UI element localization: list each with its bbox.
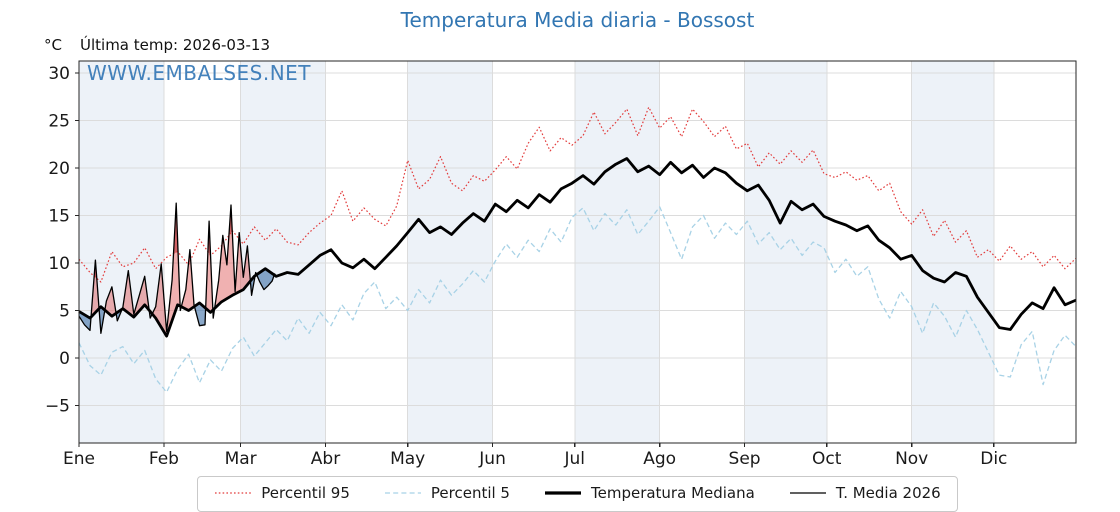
month-band	[744, 61, 827, 443]
y-tick-label: 25	[48, 112, 70, 132]
legend-label: T. Media 2026	[835, 484, 941, 502]
x-tick-label: Mar	[225, 449, 257, 469]
x-tick-label: Abr	[311, 449, 340, 469]
chart-title: Temperatura Media diaria - Bossost	[400, 8, 755, 32]
x-tick-label: Ene	[63, 449, 95, 469]
plot-border	[78, 60, 1077, 444]
legend-label: Temperatura Mediana	[590, 484, 755, 502]
x-tick-label: Jul	[564, 449, 586, 469]
month-band	[407, 61, 493, 443]
chart-figure: 30 25 20 15 10 5 0 −5 Ene Feb Mar Abr May Jun Jul Ago Se…	[44, 8, 1077, 512]
x-tick-label: Dic	[980, 449, 1007, 469]
series-line-t2026	[78, 202, 276, 334]
y-axis-unit-label: °C	[44, 36, 62, 54]
y-tick-label: 5	[59, 302, 70, 322]
fill-2026-above-median	[79, 203, 275, 337]
watermark-text: WWW.EMBALSES.NET	[87, 61, 312, 85]
legend-label: Percentil 5	[430, 484, 510, 502]
y-tick-label: −5	[45, 397, 70, 417]
legend-box: Percentil 95 Percentil 5 Temperatura Med…	[197, 476, 958, 512]
legend-item-t-media-2026: T. Media 2026	[789, 484, 941, 502]
y-tick-label: 30	[48, 64, 70, 84]
legend-sample-dotted-red-line	[215, 492, 252, 494]
y-tick-label: 0	[59, 349, 70, 369]
legend-label: Percentil 95	[261, 484, 350, 502]
x-tick-label: May	[390, 449, 425, 469]
legend-sample-thin-black-line	[789, 492, 826, 494]
fill-2026-above-p95	[79, 203, 275, 282]
legend-item-percentil-5: Percentil 5	[384, 484, 510, 502]
legend-sample-thick-black-line	[544, 491, 581, 495]
legend-item-temperatura-mediana: Temperatura Mediana	[544, 484, 755, 502]
x-tick-label: Feb	[149, 449, 179, 469]
x-tick-label: Nov	[895, 449, 928, 469]
legend-sample-dashed-blue-line	[384, 492, 421, 494]
month-band	[574, 61, 660, 443]
month-band	[240, 61, 326, 443]
month-band	[911, 61, 994, 443]
series-line-p5	[78, 206, 1077, 393]
legend-item-percentil-95: Percentil 95	[214, 484, 350, 502]
x-tick-label: Ago	[643, 449, 676, 469]
month-band	[79, 61, 164, 443]
x-tick-label: Oct	[812, 449, 842, 469]
x-tick-label: Jun	[478, 449, 506, 469]
legend-container: Percentil 95 Percentil 5 Temperatura Med…	[79, 476, 1076, 512]
series-line-mediana	[78, 157, 1077, 338]
x-tick-label: Sep	[729, 449, 761, 469]
y-tick-label: 15	[48, 207, 70, 227]
y-tick-label: 10	[48, 254, 70, 274]
last-temp-annotation: Última temp: 2026-03-13	[80, 36, 271, 54]
y-tick-label: 20	[48, 159, 70, 179]
chart-canvas: 30 25 20 15 10 5 0 −5 Ene Feb Mar Abr May Jun Jul Ago Se…	[45, 60, 1077, 469]
